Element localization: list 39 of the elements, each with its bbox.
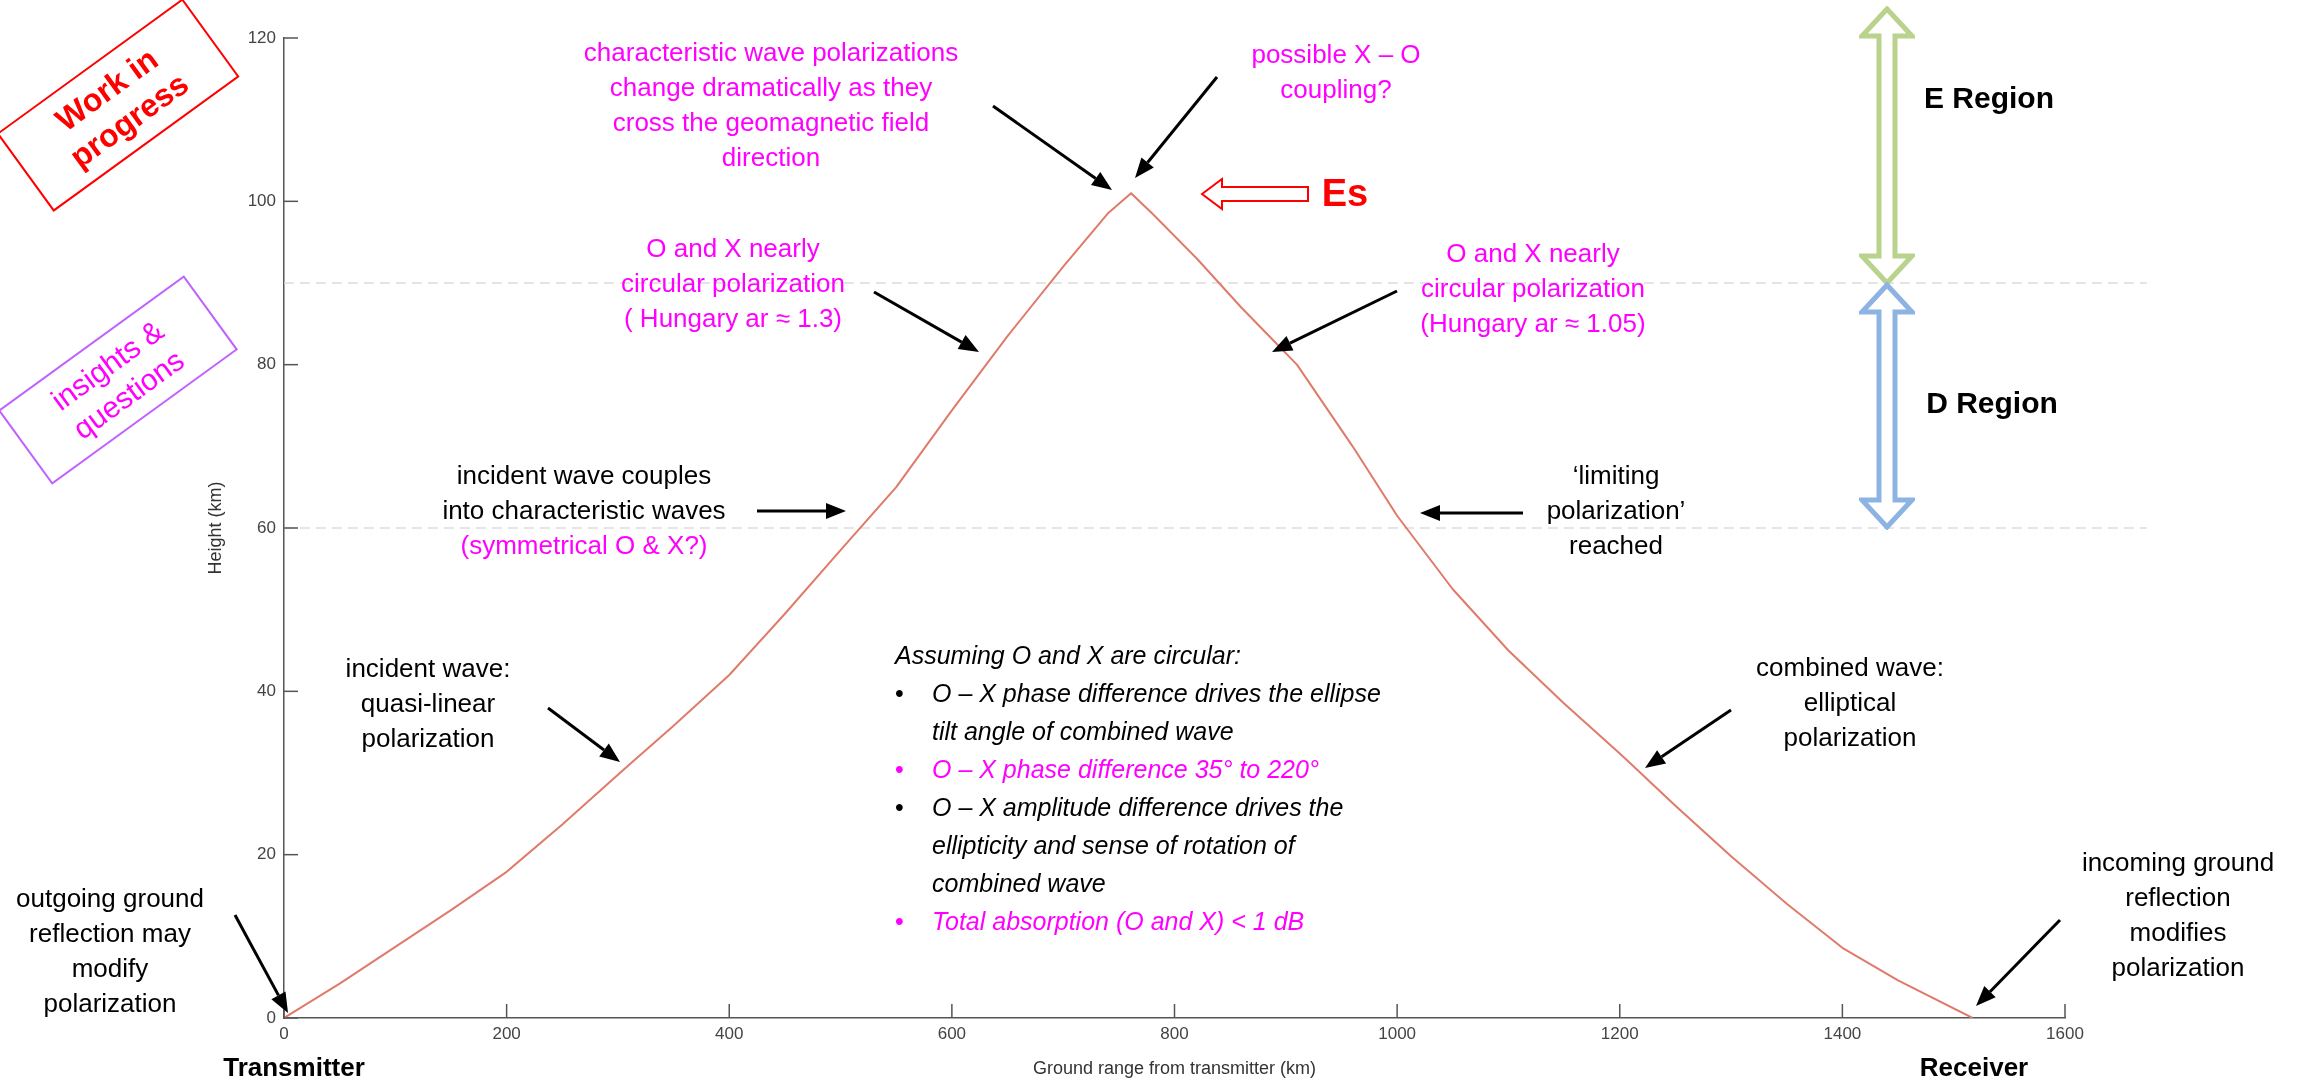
annotation: possible X – O coupling? bbox=[1251, 38, 1421, 106]
annotation: O and X nearly circular polarization ( Hungary ar ≈ 1.3) bbox=[621, 231, 845, 335]
x-tick-label: 1600 bbox=[2046, 1023, 2084, 1043]
text: Transmitter bbox=[223, 1052, 365, 1084]
annotation: incident wave couples into characteristic waves bbox=[442, 459, 726, 527]
annotation: characteristic wave polarizations change dramatically as they cross the geomagnetic field direction bbox=[583, 36, 959, 174]
annotation: • O – X phase difference drives the ellipse tilt angle of combined wave bbox=[895, 678, 1382, 747]
y-tick-label: 20 bbox=[257, 844, 276, 864]
annotation: D Region bbox=[1926, 385, 2058, 421]
annotation: Assuming O and X are circular: bbox=[895, 640, 1242, 671]
x-tick-label: 1400 bbox=[1823, 1023, 1862, 1043]
x-tick-label: 400 bbox=[715, 1023, 744, 1043]
y-tick-label: 60 bbox=[257, 517, 276, 537]
text: incoming ground reflection modifies polarization bbox=[2081, 846, 2275, 984]
y-tick-label: 40 bbox=[257, 681, 276, 701]
annotation: • O – X phase difference 35° to 220° bbox=[895, 754, 1320, 785]
x-tick-label: 1000 bbox=[1378, 1023, 1417, 1043]
y-tick-label: 80 bbox=[257, 354, 276, 374]
x-tick-label: 1200 bbox=[1600, 1023, 1639, 1043]
text: outgoing ground reflection may modify polarization bbox=[16, 882, 204, 1020]
annotation: incident wave: quasi-linear polarization bbox=[345, 651, 511, 755]
annotation: Es bbox=[1321, 171, 1369, 217]
text: Receiver bbox=[1919, 1052, 2029, 1084]
annotation: (symmetrical O & X?) bbox=[460, 528, 708, 562]
annotation: O and X nearly circular polarization (Hungary ar ≈ 1.05) bbox=[1420, 236, 1646, 340]
y-axis-title: Height (km) bbox=[203, 481, 226, 575]
y-tick-label: 100 bbox=[247, 191, 276, 211]
annotation: • Total absorption (O and X) < 1 dB bbox=[895, 906, 1306, 937]
annotation: E Region bbox=[1923, 80, 2055, 116]
x-tick-label: 0 bbox=[279, 1023, 289, 1043]
x-tick-label: 800 bbox=[1160, 1023, 1189, 1043]
x-axis-title: Ground range from transmitter (km) bbox=[1032, 1056, 1317, 1080]
y-tick-label: 0 bbox=[266, 1007, 276, 1027]
y-tick-label: 120 bbox=[247, 27, 276, 47]
x-tick-label: 600 bbox=[937, 1023, 967, 1043]
annotation: ‘limiting polarization’ reached bbox=[1546, 458, 1686, 562]
annotation: • O – X amplitude difference drives the ellipticity and sense of rotation of combined wave bbox=[895, 792, 1345, 899]
annotation: combined wave: elliptical polarization bbox=[1756, 650, 1944, 754]
x-tick-label: 200 bbox=[492, 1023, 521, 1043]
